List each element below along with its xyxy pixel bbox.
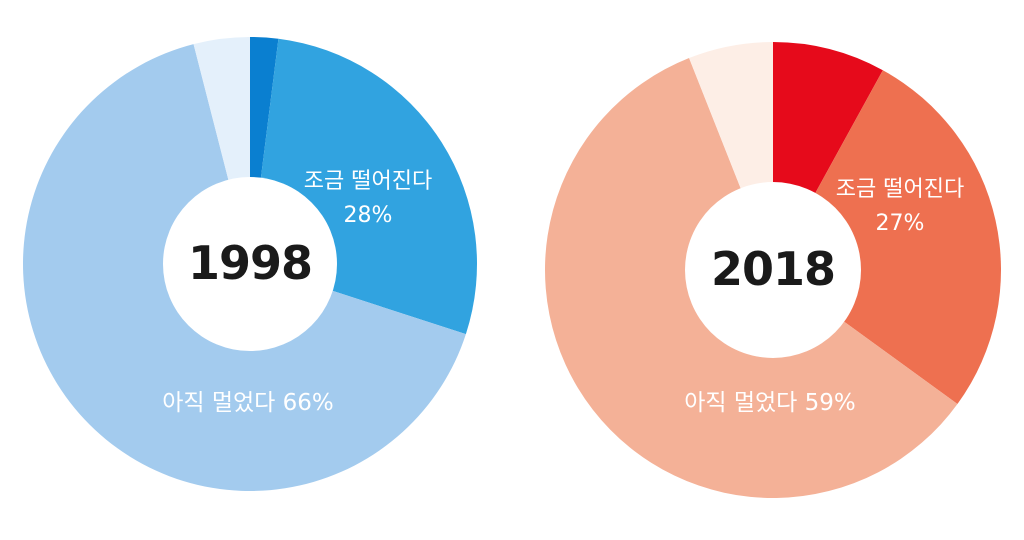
- donut-chart-1998: 1998 조금 떨어진다 28% 아직 멀었다 66%: [22, 37, 477, 491]
- pie-slice: [773, 70, 1001, 405]
- chart-title: 2018: [711, 242, 835, 296]
- slice-value-label: 28%: [344, 203, 393, 228]
- slice-label: 조금 떨어진다: [836, 177, 964, 202]
- donut-hole: [685, 182, 861, 358]
- slice-label: 아직 멀었다 59%: [684, 390, 856, 416]
- donut-hole: [163, 177, 337, 351]
- slice-label: 조금 떨어진다: [304, 169, 432, 194]
- slice-value-label: 27%: [876, 211, 925, 236]
- chart-title: 1998: [188, 236, 312, 290]
- slice-label: 아직 멀었다 66%: [162, 390, 334, 416]
- donut-chart-2018: 2018 조금 떨어진다 27% 아직 멀었다 59%: [545, 42, 1001, 499]
